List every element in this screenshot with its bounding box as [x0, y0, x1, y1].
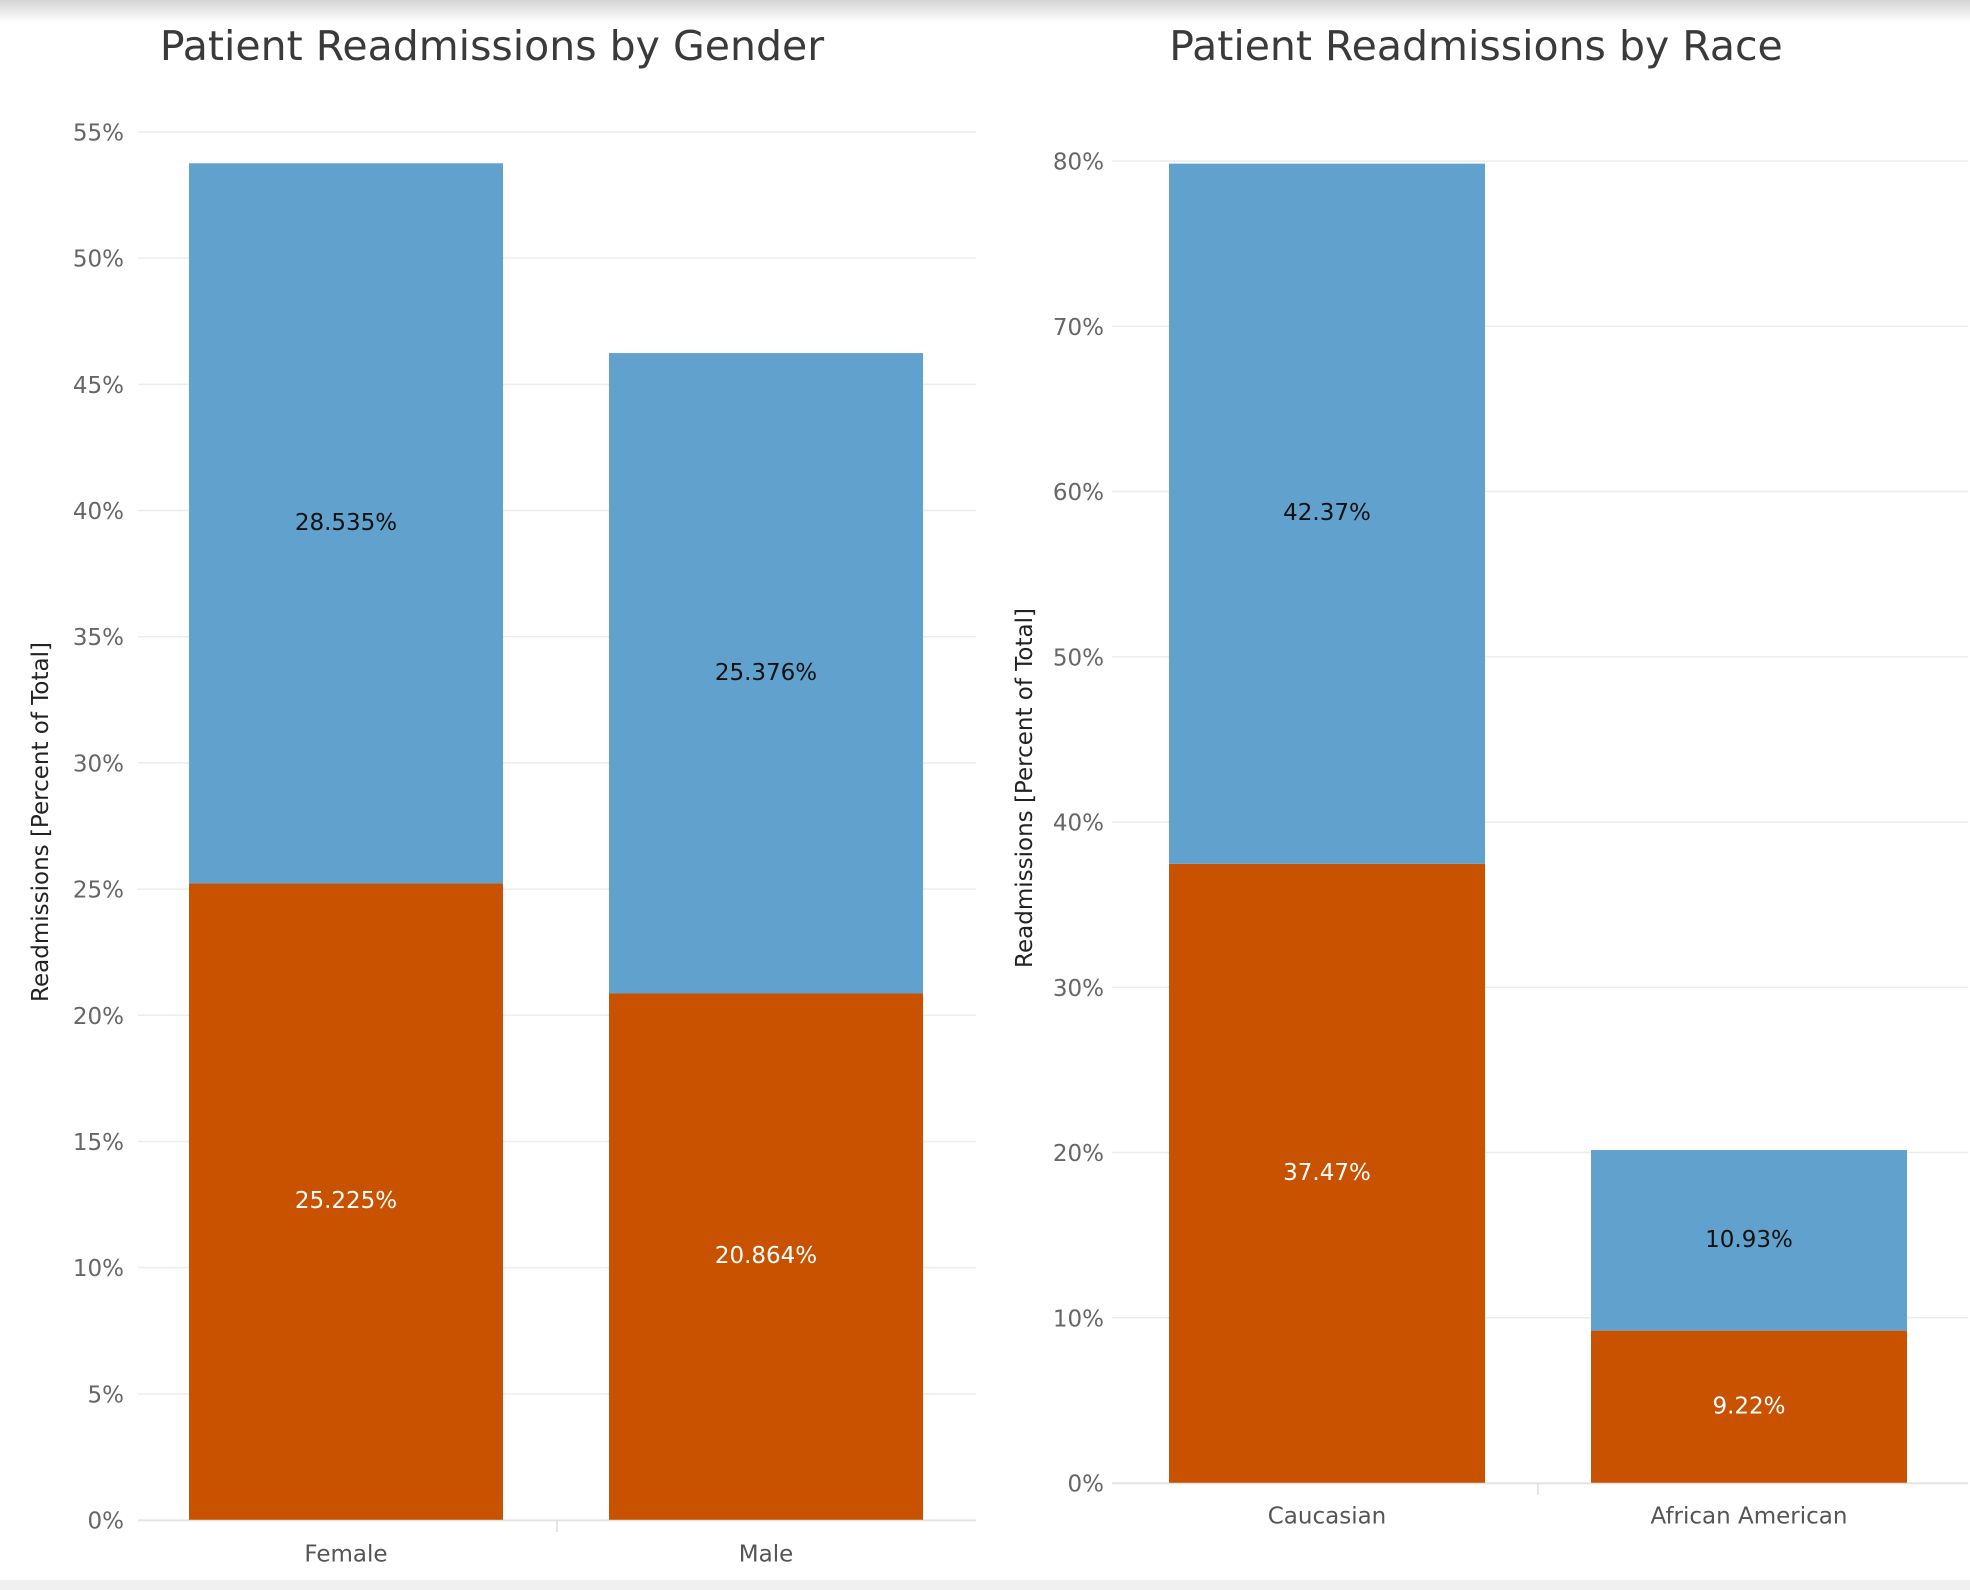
bar-segment — [189, 883, 503, 1520]
y-axis-label: Readmissions [Percent of Total] — [28, 642, 54, 1002]
bar-segment — [609, 993, 923, 1520]
chart-title: Patient Readmissions by Gender — [160, 22, 824, 70]
data-label: 20.864% — [715, 1243, 817, 1269]
bar-segment — [1591, 1330, 1907, 1483]
y-tick-label: 40% — [73, 499, 124, 525]
y-axis-label: Readmissions [Percent of Total] — [1012, 608, 1038, 968]
data-label: 28.535% — [295, 510, 397, 536]
bar-segment — [1169, 863, 1485, 1483]
y-tick-label: 10% — [73, 1256, 124, 1282]
data-label: 25.376% — [715, 660, 817, 686]
y-tick-label: 0% — [88, 1509, 125, 1535]
y-tick-label: 30% — [1053, 976, 1104, 1002]
x-category-label: African American — [1651, 1504, 1848, 1530]
y-tick-label: 40% — [1053, 811, 1104, 837]
y-tick-label: 70% — [1053, 315, 1104, 341]
bar-segment — [609, 353, 923, 994]
data-label: 25.225% — [295, 1188, 397, 1214]
y-tick-label: 20% — [1053, 1141, 1104, 1167]
x-category-label: Male — [739, 1542, 793, 1568]
y-tick-label: 80% — [1053, 150, 1104, 176]
y-tick-label: 45% — [73, 373, 124, 399]
y-tick-label: 50% — [73, 247, 124, 273]
y-tick-label: 25% — [73, 878, 124, 904]
chart-readmissions-by-gender: Patient Readmissions by Gender Readmissi… — [28, 22, 976, 1568]
top-shadow-bar — [0, 0, 1970, 22]
chart-title: Patient Readmissions by Race — [1169, 22, 1783, 70]
y-tick-label: 35% — [73, 625, 124, 651]
x-category-label: Female — [304, 1542, 387, 1568]
data-label: 42.37% — [1283, 500, 1371, 526]
data-label: 37.47% — [1283, 1160, 1371, 1186]
bar-segment — [1169, 163, 1485, 864]
y-tick-label: 20% — [73, 1004, 124, 1030]
y-tick-label: 55% — [73, 121, 124, 147]
y-tick-label: 10% — [1053, 1306, 1104, 1332]
x-category-label: Caucasian — [1268, 1504, 1387, 1530]
data-label: 10.93% — [1705, 1227, 1793, 1253]
y-tick-label: 30% — [73, 751, 124, 777]
y-tick-label: 5% — [88, 1382, 125, 1408]
bar-segment — [189, 163, 503, 884]
data-label: 9.22% — [1712, 1393, 1785, 1419]
y-tick-label: 60% — [1053, 480, 1104, 506]
bottom-bar — [0, 1580, 1970, 1590]
chart-readmissions-by-race: Patient Readmissions by Race Readmission… — [1012, 22, 1968, 1530]
y-tick-label: 50% — [1053, 645, 1104, 671]
y-tick-label: 15% — [73, 1130, 124, 1156]
bar-segment — [1591, 1150, 1907, 1331]
y-tick-label: 0% — [1068, 1472, 1105, 1498]
